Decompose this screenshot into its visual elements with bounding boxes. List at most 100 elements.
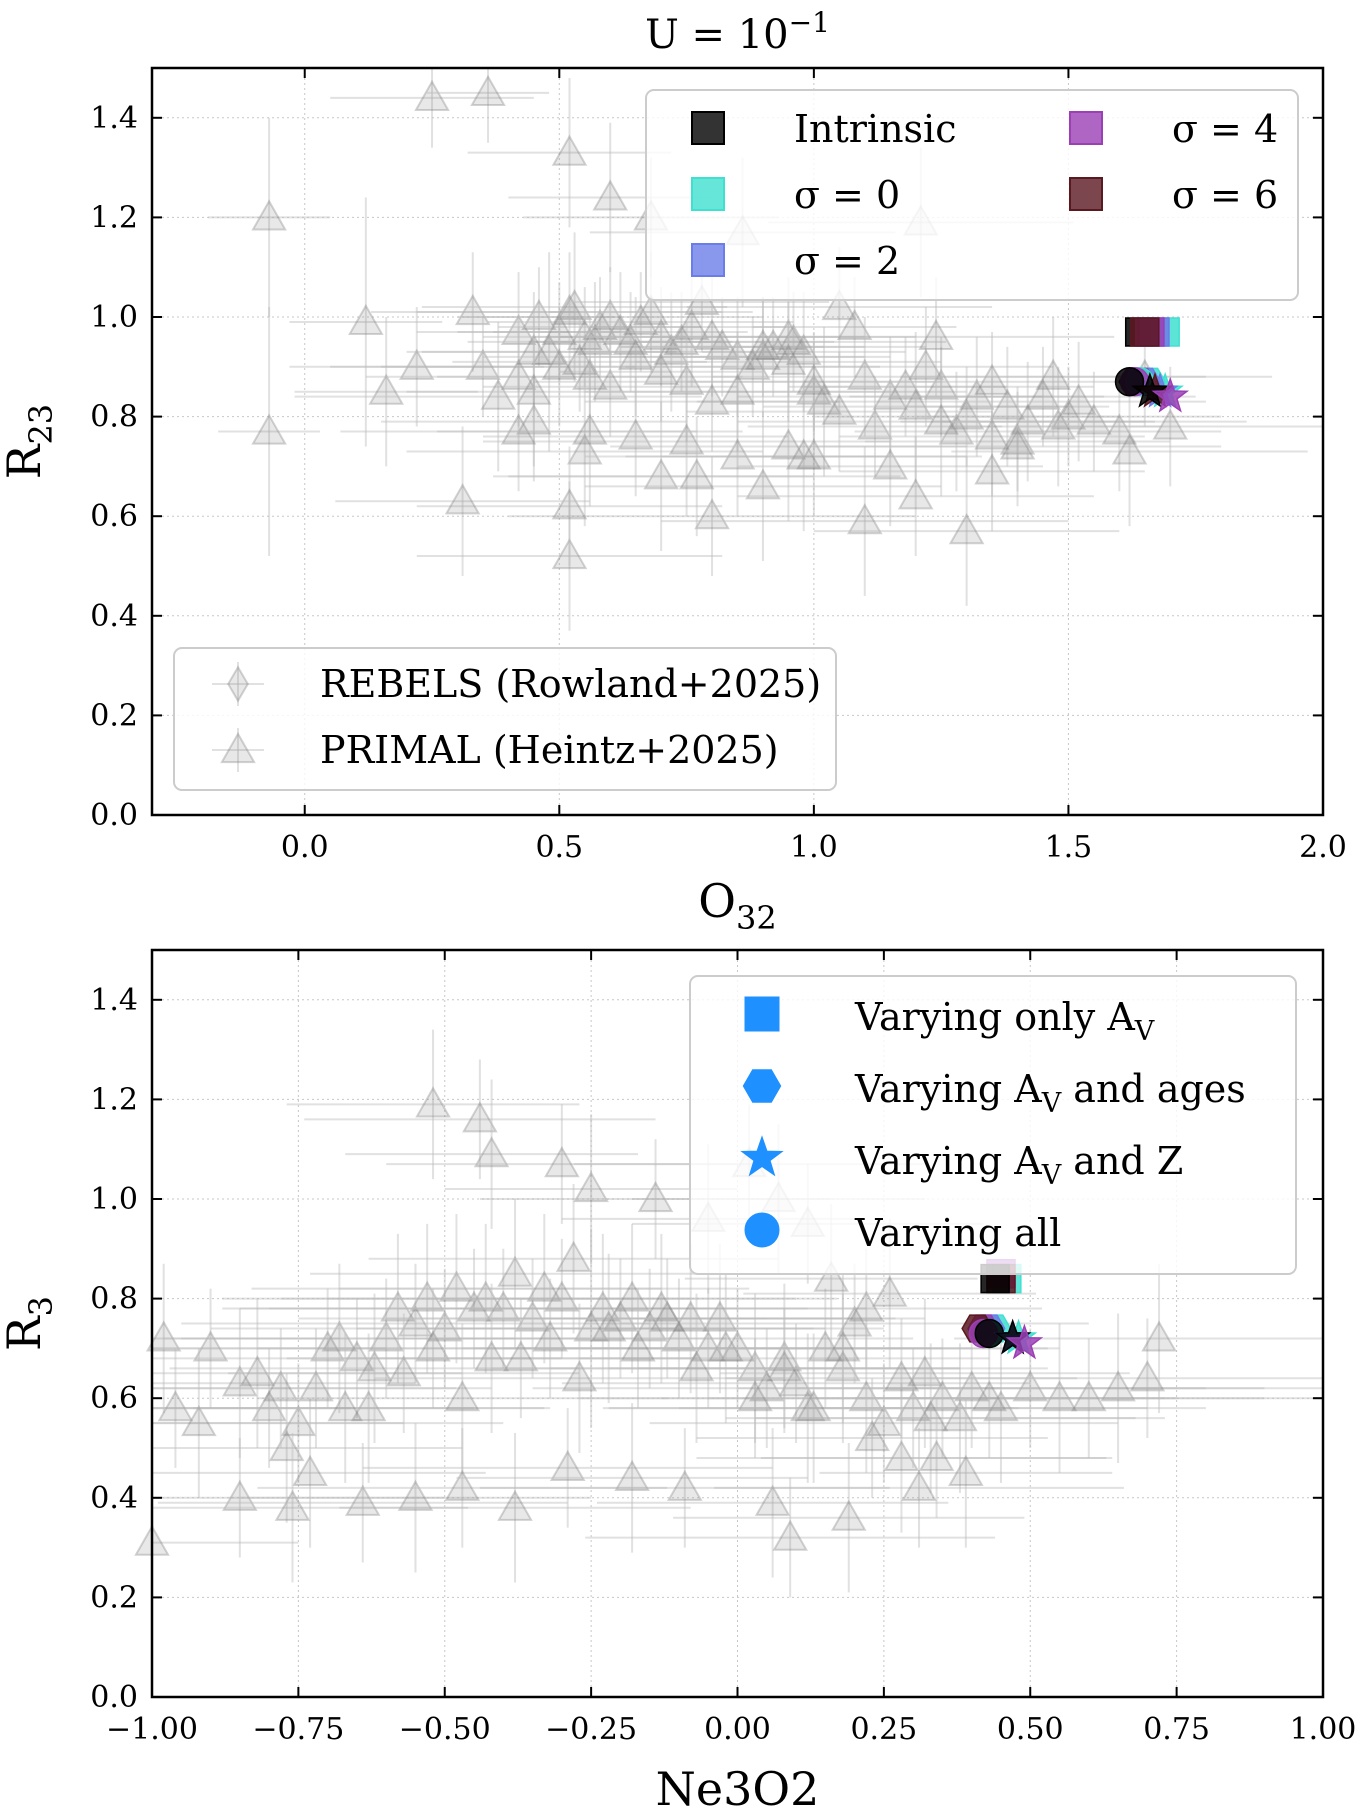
observation-point <box>444 1380 481 1412</box>
observation-point <box>938 413 975 445</box>
observation-point <box>444 483 481 515</box>
observation-point <box>821 288 858 321</box>
observation-point <box>1076 403 1112 435</box>
observation-point <box>631 1310 668 1342</box>
observation-point <box>702 1300 738 1332</box>
x-tick-label: 1.0 <box>790 830 838 865</box>
observation-point <box>673 308 710 341</box>
x-tick-label: 0.5 <box>535 830 583 865</box>
observation-point <box>262 1370 299 1402</box>
observation-point <box>566 318 603 350</box>
observation-point <box>614 1280 650 1312</box>
observation-point <box>942 1400 978 1432</box>
observation-point <box>836 308 873 341</box>
legend-frame <box>689 975 1297 1275</box>
top-ticks: 0.0 0.5 1.0 1.5 2.0 0.0 0.2 0.4 0.6 0.8 1.0 1.2 1.4 <box>90 68 1347 865</box>
observation-point <box>872 378 909 410</box>
observation-point <box>592 368 629 400</box>
observation-point <box>157 1390 194 1422</box>
legend-label-subscript: V <box>1041 1160 1062 1191</box>
observation-point <box>772 1519 809 1551</box>
observation-point <box>745 338 781 370</box>
observation-point <box>585 1290 621 1322</box>
observation-point <box>544 1280 580 1312</box>
observation-point <box>582 308 618 341</box>
observation-point <box>350 1390 387 1422</box>
legend-marker-square <box>744 996 780 1032</box>
top-chart-title: U = 10−1 <box>645 6 830 58</box>
legend-label-sigma2: σ = 2 <box>794 239 900 283</box>
observation-point <box>503 1340 539 1372</box>
observation-point <box>1012 1370 1049 1402</box>
observation-point <box>825 1330 861 1362</box>
observation-point <box>620 1330 656 1362</box>
observation-point <box>948 513 985 545</box>
observation-point <box>785 333 822 365</box>
y-tick-label: 0.2 <box>90 1580 138 1615</box>
legend-label-square: Varying only AV <box>854 995 1155 1047</box>
observation-point <box>719 1330 756 1362</box>
observation-point <box>385 1355 422 1387</box>
observation-point <box>344 1484 381 1516</box>
bottom-y-axis-label: R3 <box>0 1296 60 1351</box>
legend-label-sigma6: σ = 6 <box>1172 173 1278 217</box>
x-tick-label: 1.00 <box>1290 1712 1357 1747</box>
legend-label-subscript: V <box>1134 1016 1155 1047</box>
observation-point <box>923 403 959 435</box>
x-tick-label: −0.50 <box>399 1712 491 1747</box>
observation-point <box>643 1290 680 1322</box>
observation-point <box>999 423 1036 455</box>
observation-point <box>348 303 384 336</box>
observation-point <box>1025 378 1061 410</box>
legend-marker-circle <box>744 1212 780 1248</box>
observation-point <box>577 323 613 355</box>
observation-point <box>368 1320 405 1352</box>
observation-point <box>521 298 557 331</box>
observation-point <box>309 1330 346 1362</box>
observation-point <box>983 1390 1019 1422</box>
y-label-main: R <box>0 443 51 479</box>
observation-point <box>561 343 598 375</box>
observation-point <box>795 1390 832 1422</box>
y-tick-label: 0.4 <box>90 1481 138 1516</box>
observation-point <box>544 1146 580 1178</box>
observation-point <box>918 1439 955 1472</box>
y-label-main: R <box>0 1315 51 1351</box>
observation-point <box>1101 413 1138 445</box>
legend-label-main: Varying only A <box>854 995 1135 1039</box>
top-y-axis-label: R23 <box>0 404 60 479</box>
x-label-subscript: 32 <box>736 899 777 937</box>
observation-point <box>974 453 1010 485</box>
legend-frame <box>645 89 1299 301</box>
observation-point <box>871 1275 908 1307</box>
observation-point <box>573 1170 609 1203</box>
observation-point <box>796 363 832 395</box>
observation-point <box>551 537 588 570</box>
observation-point <box>789 1390 826 1422</box>
top-x-axis-label: O32 <box>698 874 776 937</box>
observation-point <box>551 134 588 166</box>
x-tick-label: 1.5 <box>1045 830 1093 865</box>
legend-label-obs: REBELS (Rowland+2025) <box>320 662 821 706</box>
observation-point <box>971 1380 1008 1412</box>
top-legend-models: Intrinsic σ = 0 σ = 2 σ = 4 σ = 6 <box>645 89 1299 301</box>
x-tick-label: 0.25 <box>850 1712 917 1747</box>
observation-point <box>327 1390 364 1422</box>
observation-point <box>274 1489 311 1521</box>
legend-marker-intrinsic <box>691 111 725 145</box>
observation-point <box>895 1390 931 1422</box>
observation-point <box>1152 408 1189 440</box>
top-legend-observations: REBELS (Rowland+2025) PRIMAL (Heintz+2025… <box>173 647 837 791</box>
top-panel: 0.0 0.5 1.0 1.5 2.00.00.20.40.60.81.01.21.4 … <box>0 6 1347 937</box>
observation-point <box>912 1400 949 1432</box>
observation-point <box>500 358 537 390</box>
observation-point <box>821 393 858 425</box>
observation-point <box>526 1270 563 1302</box>
observation-point <box>830 1499 867 1531</box>
observation-point <box>883 1439 920 1472</box>
bottom-ticks: −1.00 −0.75 −0.50 −0.25 0.00 0.25 0.50 0.75 1.00… <box>90 950 1356 1747</box>
observation-point <box>541 313 578 346</box>
observation-point <box>339 1340 375 1372</box>
